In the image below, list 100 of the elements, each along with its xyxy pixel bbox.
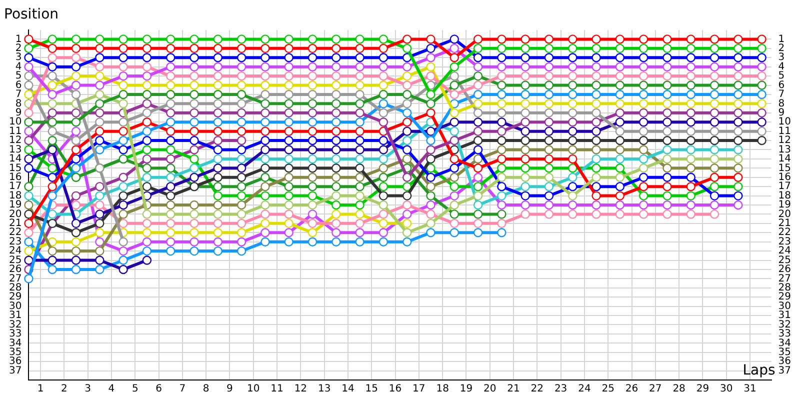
point (260, 172, 270, 182)
point (568, 80, 578, 90)
point (568, 191, 578, 200)
point (378, 210, 388, 219)
point (48, 99, 57, 108)
point (95, 90, 104, 100)
point (236, 34, 246, 44)
point (638, 164, 648, 173)
point (142, 62, 152, 72)
point (638, 53, 648, 62)
point (260, 237, 270, 246)
point (497, 218, 506, 228)
point (402, 145, 412, 154)
point (544, 71, 554, 81)
point (355, 136, 364, 146)
point (95, 62, 104, 72)
point (710, 145, 720, 154)
point (710, 34, 720, 44)
point (284, 228, 294, 238)
point (71, 256, 81, 265)
point (473, 118, 483, 127)
point (190, 136, 199, 146)
point (95, 191, 104, 200)
point (497, 172, 506, 182)
point (686, 118, 696, 127)
y2-tick-label: 14 (778, 154, 792, 165)
point (497, 118, 506, 127)
point (638, 44, 648, 54)
point (544, 164, 554, 173)
point (473, 164, 483, 173)
point (734, 145, 743, 154)
point (332, 126, 341, 136)
point (213, 210, 223, 219)
point (473, 44, 483, 54)
point (378, 118, 388, 127)
point (568, 53, 578, 62)
point (332, 145, 341, 154)
point (592, 118, 601, 127)
point (95, 264, 104, 274)
point (378, 99, 388, 108)
point (24, 126, 34, 136)
point (284, 145, 294, 154)
point (166, 108, 176, 118)
point (118, 200, 128, 210)
point (473, 172, 483, 182)
point (118, 118, 128, 127)
point (426, 99, 436, 108)
y2-tick-label: 36 (778, 356, 792, 368)
point (710, 71, 720, 81)
point (710, 164, 720, 173)
point (48, 264, 57, 274)
point (686, 99, 696, 108)
point (284, 218, 294, 228)
point (426, 210, 436, 219)
point (118, 53, 128, 62)
point (236, 62, 246, 72)
point (615, 136, 625, 146)
point (544, 80, 554, 90)
point (142, 53, 152, 62)
point (378, 62, 388, 72)
point (402, 237, 412, 246)
x-tick-label: 16 (388, 384, 402, 395)
point (332, 108, 341, 118)
point (734, 108, 743, 118)
point (142, 218, 152, 228)
point (638, 145, 648, 154)
x-tick-label: 23 (554, 384, 568, 395)
point (402, 62, 412, 72)
point (757, 118, 766, 127)
point (118, 172, 128, 182)
point (450, 154, 459, 164)
point (497, 191, 506, 200)
point (734, 80, 743, 90)
point (450, 53, 459, 62)
point (118, 90, 128, 100)
point (284, 118, 294, 127)
point (473, 99, 483, 108)
point (402, 126, 412, 136)
point (615, 200, 625, 210)
point (24, 274, 34, 284)
point (48, 71, 57, 81)
point (568, 44, 578, 54)
point (615, 99, 625, 108)
point (426, 200, 436, 210)
point (48, 53, 57, 62)
point (308, 71, 318, 81)
point (497, 62, 506, 72)
point (426, 71, 436, 81)
point (48, 80, 57, 90)
point (568, 62, 578, 72)
point (497, 53, 506, 62)
point (118, 264, 128, 274)
point (190, 172, 199, 182)
point (48, 182, 57, 192)
point (520, 191, 530, 200)
point (592, 34, 601, 44)
point (378, 172, 388, 182)
point (142, 256, 152, 265)
y-tick-label: 36 (8, 356, 22, 368)
point (118, 256, 128, 265)
